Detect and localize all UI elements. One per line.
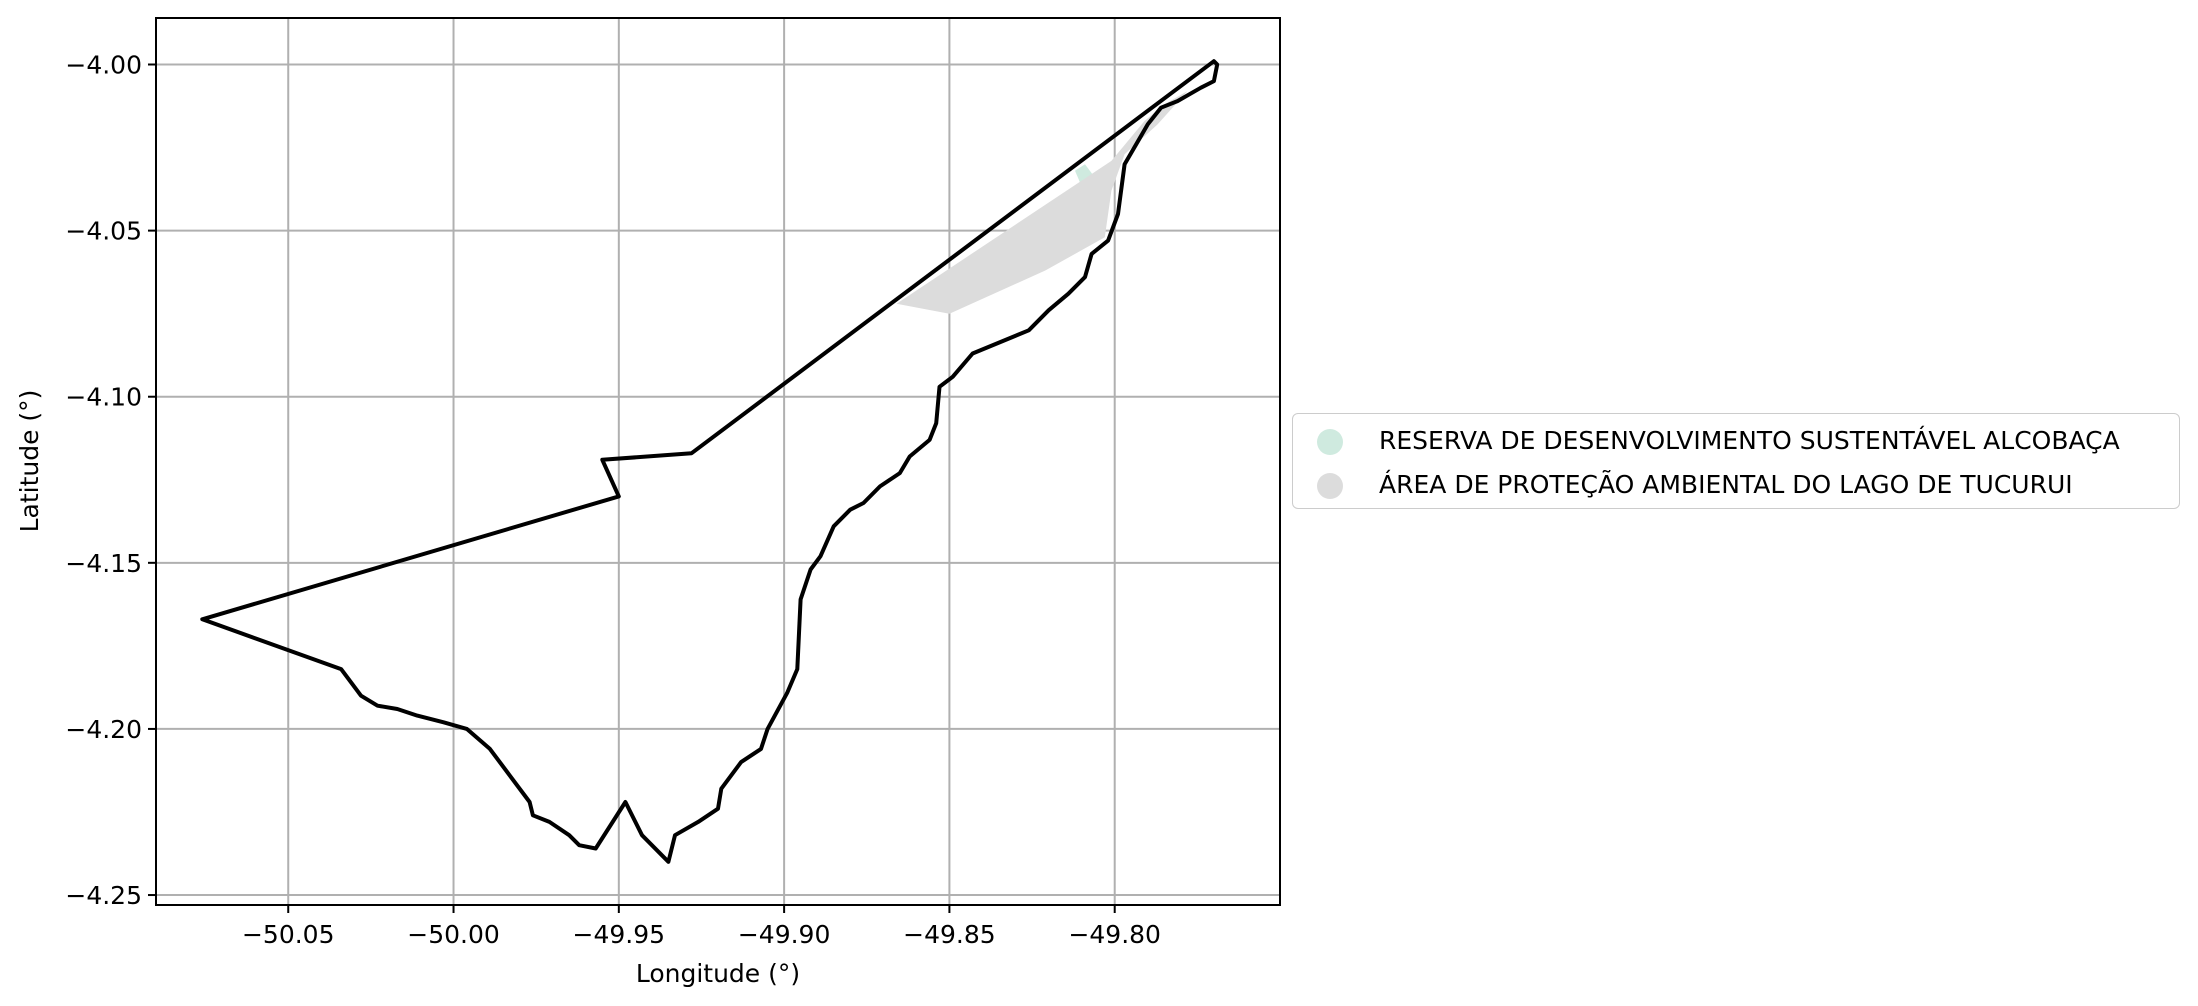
x-tick-label: −49.80 [1068, 920, 1161, 949]
legend: RESERVA DE DESENVOLVIMENTO SUSTENTÁVEL A… [1292, 413, 2180, 509]
legend-marker-icon [1317, 473, 1343, 499]
legend-marker-icon [1317, 429, 1343, 455]
y-tick-label: −4.10 [65, 383, 142, 412]
municipality-boundary [200, 59, 1220, 864]
x-tick-label: −49.85 [903, 920, 996, 949]
y-tick-label: −4.15 [65, 549, 142, 578]
x-tick-label: −49.95 [573, 920, 666, 949]
y-tick-label: −4.20 [65, 715, 142, 744]
x-tick-label: −50.00 [407, 920, 500, 949]
x-tick-label: −49.90 [738, 920, 831, 949]
legend-item-tucurui: ÁREA DE PROTEÇÃO AMBIENTAL DO LAGO DE TU… [1293, 462, 2179, 506]
legend-item-alcobaca: RESERVA DE DESENVOLVIMENTO SUSTENTÁVEL A… [1293, 418, 2179, 462]
protected-area-polygon-1 [896, 91, 1188, 314]
x-tick-label: −50.05 [242, 920, 335, 949]
x-axis-label: Longitude (°) [636, 959, 800, 988]
y-axis-label: Latitude (°) [15, 390, 44, 533]
y-tick-label: −4.25 [65, 881, 142, 910]
protected-areas-layer [896, 91, 1188, 314]
legend-label-alcobaca: RESERVA DE DESENVOLVIMENTO SUSTENTÁVEL A… [1379, 426, 2120, 455]
y-tick-label: −4.05 [65, 217, 142, 246]
plot-frame [155, 17, 1281, 906]
y-tick-label: −4.00 [65, 51, 142, 80]
y-axis-ticks: −4.00 −4.05 −4.10 −4.15 −4.20 −4.25 [65, 51, 156, 910]
legend-label-tucurui: ÁREA DE PROTEÇÃO AMBIENTAL DO LAGO DE TU… [1379, 470, 2073, 499]
grid-lines [156, 18, 1280, 905]
x-axis-ticks: −50.05 −50.00 −49.95 −49.90 −49.85 −49.80 [242, 905, 1161, 949]
